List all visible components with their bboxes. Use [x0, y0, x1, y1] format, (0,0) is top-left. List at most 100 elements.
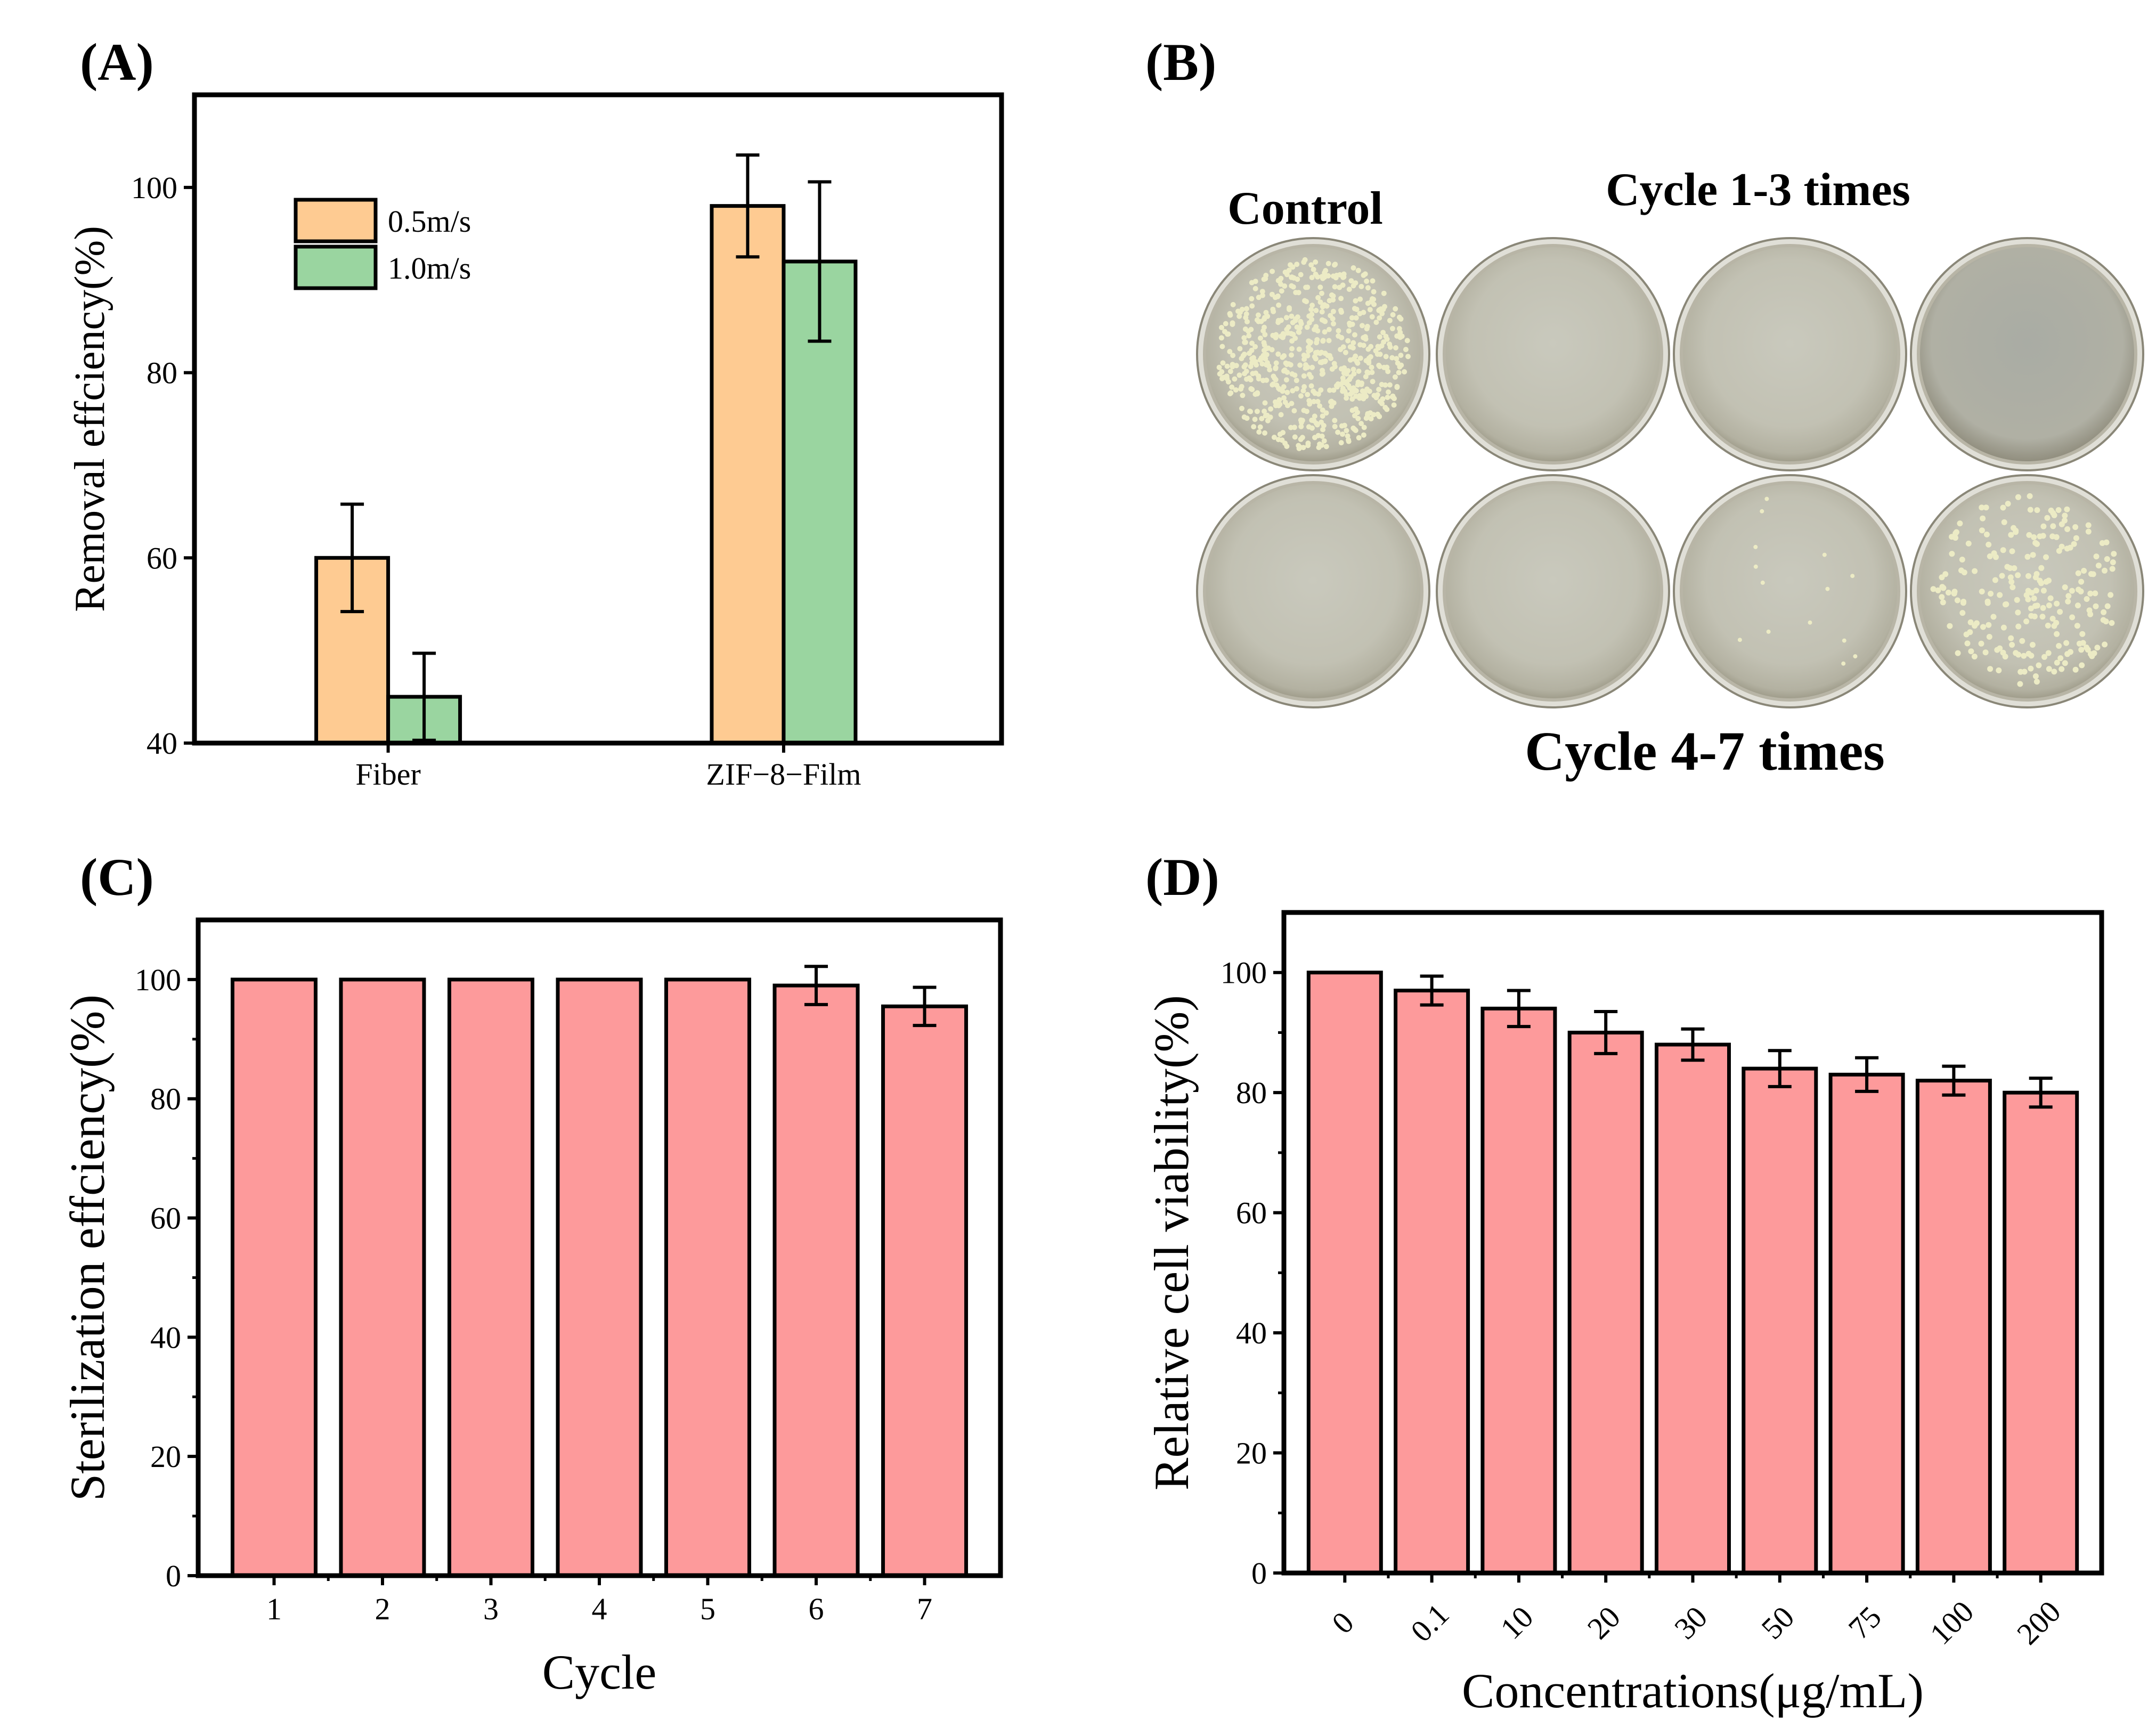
colony	[2031, 595, 2037, 601]
colony	[1808, 620, 1812, 625]
colony	[1256, 295, 1262, 300]
colony	[1305, 392, 1311, 397]
colony	[1996, 667, 2002, 673]
colony	[1264, 377, 1270, 383]
y-tick-label-d-100: 100	[1221, 956, 1267, 990]
colony	[1305, 443, 1311, 449]
colony	[1291, 408, 1297, 414]
y-tick-label-a-80: 80	[147, 356, 177, 390]
colony	[1346, 287, 1352, 292]
colony	[1355, 360, 1361, 366]
colony	[1361, 432, 1366, 438]
colony	[1350, 340, 1356, 346]
colony	[1254, 317, 1260, 323]
colony	[1301, 384, 1307, 389]
legend-swatch-0	[294, 198, 378, 243]
colony	[1394, 384, 1400, 389]
colony	[1983, 531, 1990, 537]
colony	[1279, 288, 1284, 294]
colony	[2084, 596, 2090, 602]
colony	[2008, 532, 2014, 538]
colony	[1337, 284, 1343, 290]
colony	[1308, 307, 1314, 312]
colony	[1261, 276, 1267, 282]
colony	[2054, 600, 2060, 607]
colony	[1993, 554, 1999, 560]
colony	[1365, 285, 1371, 291]
colony	[1262, 400, 1268, 406]
x-tick-label-c-5: 6	[809, 1592, 824, 1626]
colony	[1353, 428, 1358, 433]
colony	[1309, 303, 1315, 308]
colony	[1350, 366, 1356, 372]
colony	[1219, 369, 1225, 374]
colony	[1331, 387, 1337, 393]
colony	[1353, 298, 1358, 304]
colony	[1339, 309, 1344, 315]
bar-d-10	[1480, 1006, 1557, 1575]
colony	[1317, 299, 1323, 305]
colony	[2013, 650, 2019, 656]
colony	[1216, 364, 1222, 370]
colony	[1284, 315, 1289, 321]
petri-dish-7	[1910, 474, 2144, 708]
colony	[1385, 369, 1391, 374]
x-tick-label-d-2: 10	[1494, 1600, 1540, 1646]
colony	[1294, 262, 1300, 267]
colony	[2110, 559, 2116, 566]
colony	[2085, 528, 2092, 535]
bar-d-30	[1655, 1042, 1731, 1575]
colony	[1369, 314, 1375, 320]
colony	[1319, 442, 1324, 448]
colony	[1244, 415, 1250, 421]
colony	[1292, 434, 1298, 440]
colony	[1221, 374, 1227, 380]
colony	[1252, 392, 1258, 397]
y-tick-label-c-0: 0	[166, 1559, 181, 1593]
colony	[1940, 599, 1946, 606]
colony	[1314, 422, 1320, 428]
colony	[2028, 665, 2034, 672]
colony	[2036, 662, 2042, 669]
colony	[1368, 416, 1374, 422]
colony	[2072, 666, 2079, 673]
colony	[1304, 299, 1309, 305]
colony	[1988, 591, 1994, 597]
colony	[1284, 327, 1290, 332]
colony	[1353, 388, 1359, 394]
colony	[1311, 388, 1316, 394]
colony	[1377, 315, 1382, 321]
x-tick-label-d-4: 30	[1667, 1600, 1714, 1646]
colony	[2000, 504, 2006, 511]
colony	[1302, 257, 1308, 263]
colony	[1404, 338, 1410, 344]
colony	[1301, 356, 1307, 362]
colony	[1275, 278, 1281, 283]
colony	[1329, 292, 1335, 298]
colony	[1332, 423, 1338, 429]
colony	[2104, 603, 2111, 609]
colony	[1313, 356, 1319, 362]
legend-label-1: 1.0m/s	[388, 251, 471, 286]
colony	[1296, 346, 1302, 352]
colony	[2062, 660, 2068, 666]
colony	[1764, 496, 1769, 501]
colony	[1329, 398, 1335, 404]
petri-dish-agar-5	[1443, 481, 1663, 702]
colony	[1382, 382, 1388, 388]
colony	[1313, 324, 1319, 330]
colony	[2094, 645, 2101, 651]
colony	[1229, 384, 1235, 390]
colony	[2078, 578, 2085, 585]
y-axis-label-d: Relative cell viability(%)	[1144, 995, 1199, 1490]
colony	[1405, 354, 1411, 360]
colony	[2040, 588, 2047, 594]
colony	[2028, 653, 2035, 659]
colony	[1319, 274, 1325, 280]
bar-c-3	[447, 977, 534, 1578]
colony	[1296, 446, 1302, 451]
colony	[2087, 590, 2094, 597]
colony	[1291, 275, 1297, 281]
colony	[2005, 501, 2011, 507]
colony	[1387, 382, 1393, 388]
